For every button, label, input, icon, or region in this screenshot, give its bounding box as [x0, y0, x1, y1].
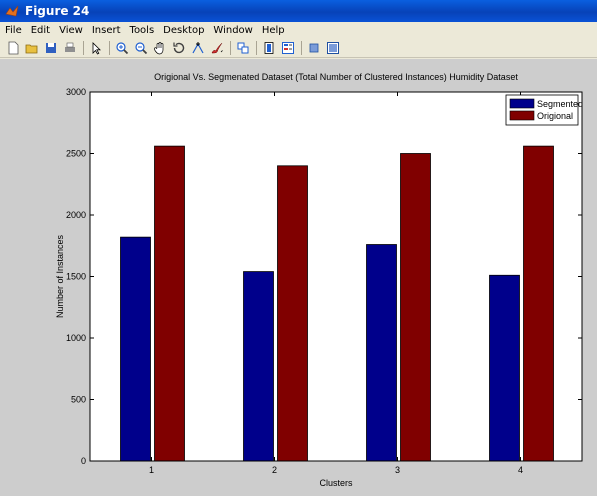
- menu-view[interactable]: View: [59, 24, 83, 36]
- edit-plot-arrow-icon[interactable]: [89, 41, 103, 55]
- figure-toolbar: [0, 38, 597, 58]
- x-tick-label: 2: [272, 465, 277, 475]
- x-tick-label: 3: [395, 465, 400, 475]
- y-tick-label: 0: [81, 456, 86, 466]
- zoom-out-icon[interactable]: [134, 41, 148, 55]
- axes-frame: [89, 91, 583, 462]
- data-cursor-icon[interactable]: [191, 41, 205, 55]
- pan-hand-icon[interactable]: [153, 41, 167, 55]
- menu-window[interactable]: Window: [213, 24, 253, 36]
- legend-swatch-origional: [509, 110, 535, 121]
- bar-origional-1: [154, 145, 185, 462]
- print-icon[interactable]: [63, 41, 77, 55]
- y-tick-label: 3000: [66, 87, 86, 97]
- toolbar-separator: [301, 40, 302, 55]
- link-plot-icon[interactable]: [236, 41, 250, 55]
- bar-segmented-4: [489, 274, 520, 462]
- x-tick-label: 4: [518, 465, 523, 475]
- save-icon[interactable]: [44, 41, 58, 55]
- y-tick-label: 2000: [66, 210, 86, 220]
- menu-edit[interactable]: Edit: [30, 24, 51, 36]
- figure-canvas: Origional Vs. Segmenated Dataset (Total …: [0, 59, 597, 496]
- menu-bar: File Edit View Insert Tools Desktop Window Help: [0, 22, 597, 38]
- menu-tools[interactable]: Tools: [129, 24, 155, 36]
- menu-help[interactable]: Help: [261, 24, 285, 36]
- y-tick-label: 500: [71, 395, 86, 405]
- matlab-logo-icon: [5, 5, 19, 17]
- new-figure-icon[interactable]: [6, 41, 20, 55]
- bar-segmented-2: [243, 271, 274, 462]
- menu-desktop[interactable]: Desktop: [163, 24, 205, 36]
- toolbar-separator: [83, 40, 84, 55]
- zoom-in-icon[interactable]: [115, 41, 129, 55]
- brush-icon[interactable]: [210, 41, 224, 55]
- show-plot-tools-icon[interactable]: [326, 41, 340, 55]
- menu-file[interactable]: File: [5, 24, 22, 36]
- bar-segmented-3: [366, 244, 397, 462]
- legend-label-origional: Origional: [537, 111, 573, 121]
- menu-insert[interactable]: Insert: [91, 24, 121, 36]
- title-bar[interactable]: Figure 24: [0, 0, 597, 22]
- rotate-3d-icon[interactable]: [172, 41, 186, 55]
- bar-chart: Origional Vs. Segmenated Dataset (Total …: [55, 72, 583, 488]
- open-file-icon[interactable]: [25, 41, 39, 55]
- y-axis-label: Number of Instances: [55, 234, 65, 318]
- x-tick-label: 1: [149, 465, 154, 475]
- toolbar-separator: [230, 40, 231, 55]
- chart-title: Origional Vs. Segmenated Dataset (Total …: [154, 72, 518, 82]
- legend-icon[interactable]: [281, 41, 295, 55]
- y-tick-label: 1500: [66, 272, 86, 282]
- y-tick-label: 2500: [66, 149, 86, 159]
- legend-swatch-segmented: [509, 98, 535, 109]
- toolbar-separator: [109, 40, 110, 55]
- colorbar-icon[interactable]: [262, 41, 276, 55]
- bar-origional-2: [277, 165, 308, 462]
- window-title: Figure 24: [25, 4, 90, 18]
- bar-origional-4: [523, 145, 554, 462]
- x-axis-label: Clusters: [319, 478, 353, 488]
- legend-label-segmented: Segmented: [537, 99, 583, 109]
- toolbar-separator: [256, 40, 257, 55]
- y-tick-label: 1000: [66, 333, 86, 343]
- bar-origional-3: [400, 153, 431, 462]
- bar-segmented-1: [120, 236, 151, 462]
- hide-plot-tools-icon[interactable]: [307, 41, 321, 55]
